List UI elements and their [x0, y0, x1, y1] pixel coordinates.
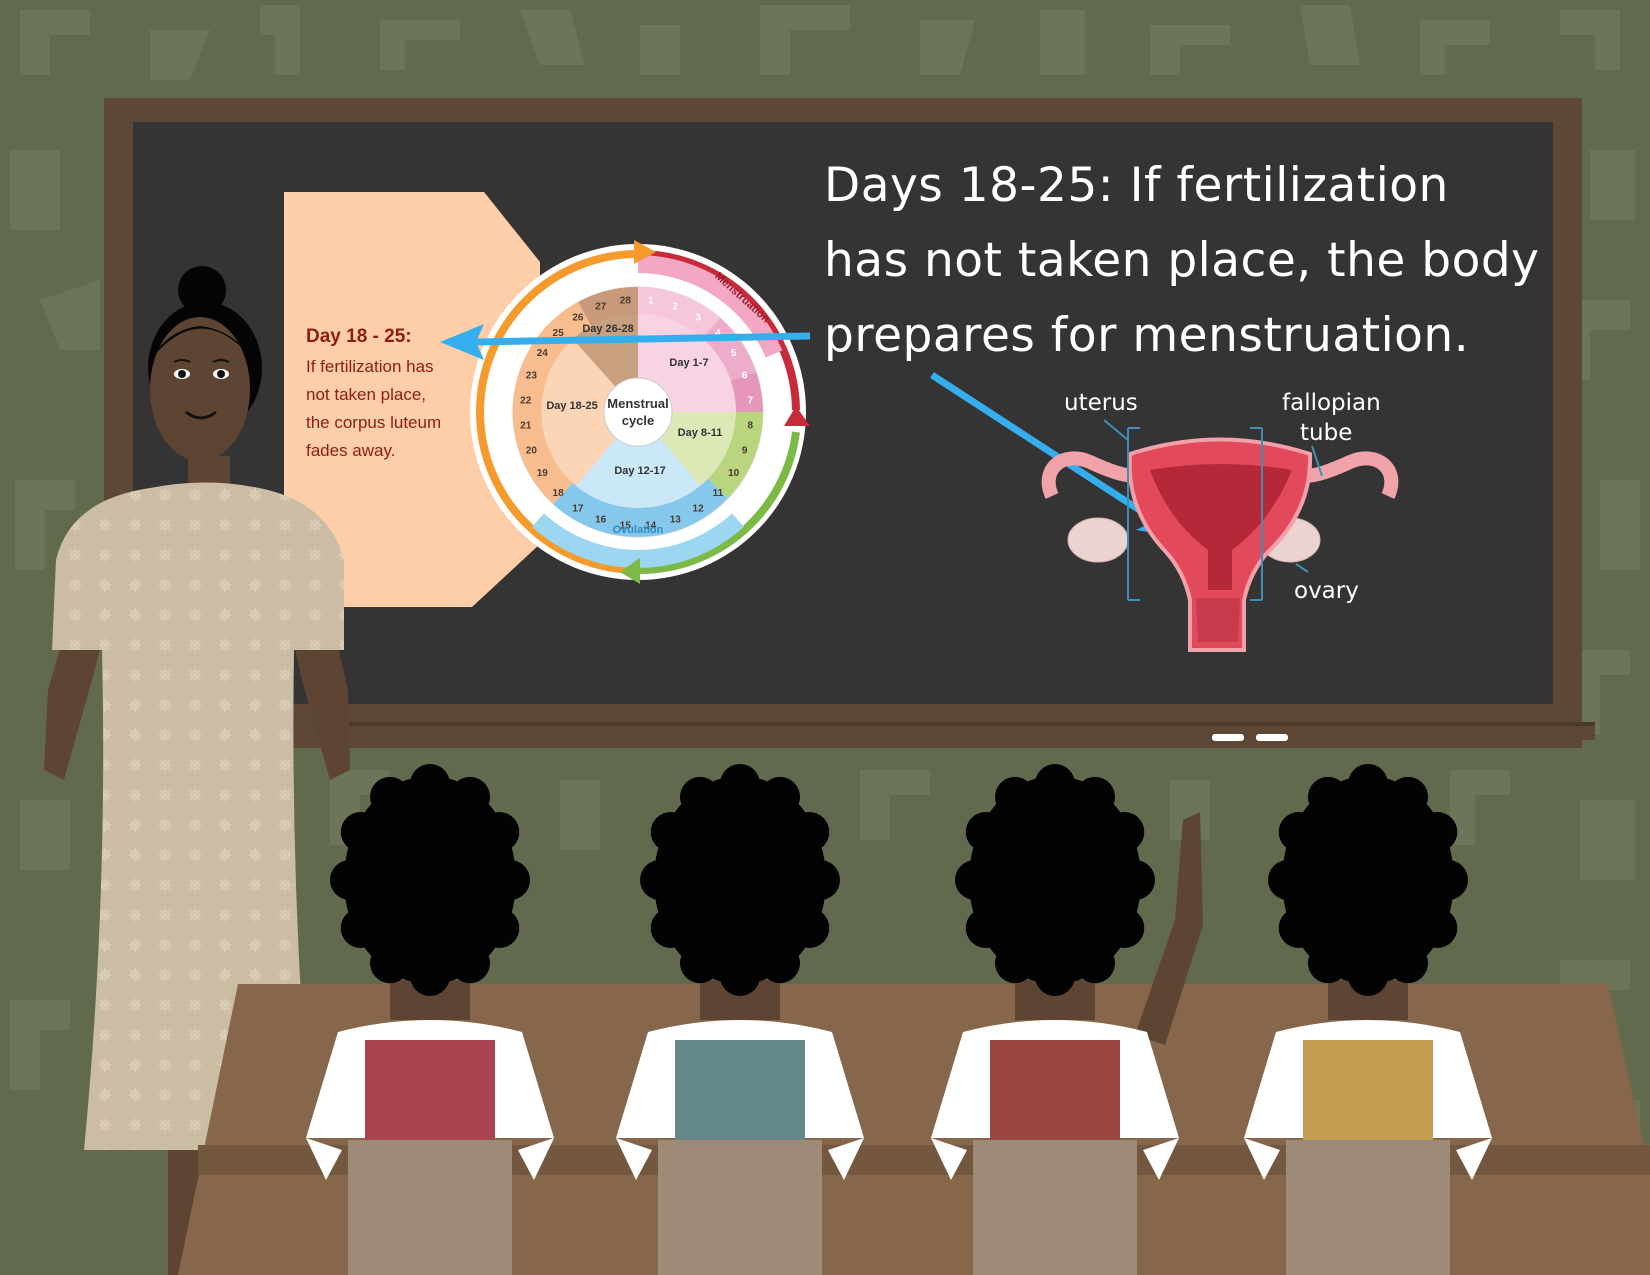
wheel-day-number: 3: [695, 312, 701, 323]
wheel-day-number: 18: [553, 488, 565, 499]
uterus-illustration: [1041, 419, 1399, 652]
wheel-day-number: 10: [728, 468, 740, 479]
chair: [658, 1140, 822, 1275]
card-text-line: the corpus luteum: [306, 413, 442, 432]
wheel-phase-label: Day 26-28: [582, 323, 633, 335]
wheel-day-number: 24: [537, 348, 549, 359]
wheel-day-number: 2: [673, 301, 679, 312]
card-title: Day 18 - 25:: [306, 326, 412, 347]
wheel-day-number: 17: [572, 504, 584, 515]
wheel-day-number: 8: [748, 421, 754, 432]
wheel-day-number: 13: [670, 515, 682, 526]
wheel-center-label: Menstrual: [607, 396, 668, 411]
card-text-line: fades away.: [306, 441, 396, 460]
wheel-day-number: 27: [595, 301, 607, 312]
wheel-day-number: 26: [572, 312, 584, 323]
wheel-day-number: 1: [648, 296, 654, 307]
board-heading-line: prepares for menstruation.: [824, 308, 1470, 363]
wheel-day-number: 6: [742, 371, 748, 382]
wheel-day-number: 14: [645, 520, 657, 531]
wheel-center-label: cycle: [622, 413, 655, 428]
wheel-phase-label: Day 1-7: [669, 357, 708, 369]
ovulation-arc-label: Ovulation: [613, 524, 664, 536]
card-text-line: not taken place,: [306, 385, 427, 404]
wheel-day-number: 28: [620, 296, 632, 307]
wheel-day-number: 16: [595, 515, 607, 526]
info-card: [284, 192, 540, 607]
chalk-piece[interactable]: [1212, 734, 1244, 741]
wheel-day-number: 4: [715, 328, 721, 339]
student: [616, 764, 864, 1275]
wheel-day-number: 15: [620, 520, 632, 531]
wheel-day-number: 22: [520, 395, 532, 406]
ovary-label: ovary: [1294, 578, 1359, 604]
wheel-day-number: 11: [713, 488, 724, 499]
wheel-day-number: 5: [731, 348, 737, 359]
wheel-day-number: 25: [553, 328, 565, 339]
wheel-day-number: 20: [526, 445, 538, 456]
chalk-piece[interactable]: [1256, 734, 1288, 741]
students: [306, 764, 1492, 1275]
wheel-phase-label: Day 8-11: [678, 427, 723, 439]
card-text-line: If fertilization has: [306, 357, 434, 376]
wheel-day-number: 7: [748, 395, 754, 406]
student: [306, 764, 554, 1275]
wheel-phase-label: Day 18-25: [546, 400, 597, 412]
board-heading-line: Days 18-25: If fertilization: [824, 158, 1449, 213]
wheel-day-number: 9: [742, 445, 748, 456]
chair: [348, 1140, 512, 1275]
wheel-day-number: 12: [693, 504, 705, 515]
fallopian-tube-label: tube: [1300, 420, 1353, 446]
student: [931, 764, 1203, 1275]
left-arrow-icon: [440, 324, 811, 360]
chair: [973, 1140, 1137, 1275]
fallopian-tube-label: fallopian: [1282, 390, 1381, 416]
wheel-day-number: 23: [526, 371, 538, 382]
wheel-day-number: 19: [537, 468, 549, 479]
board-heading-line: has not taken place, the body: [824, 233, 1540, 288]
chair: [1286, 1140, 1450, 1275]
wheel-day-number: 21: [520, 421, 532, 432]
student: [1244, 764, 1492, 1275]
wheel-phase-label: Day 12-17: [614, 465, 665, 477]
uterus-label: uterus: [1064, 390, 1138, 416]
